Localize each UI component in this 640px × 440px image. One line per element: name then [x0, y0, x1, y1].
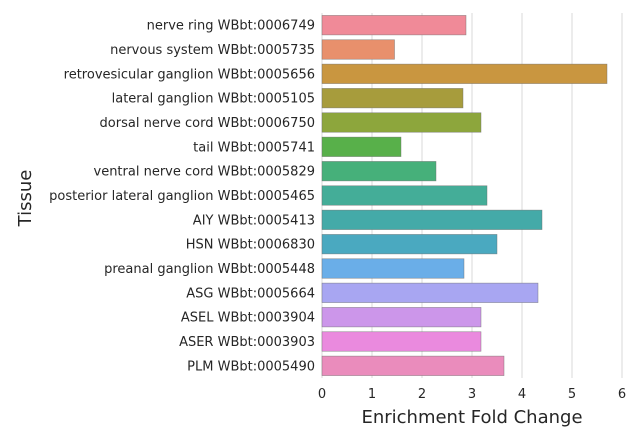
bar — [321, 185, 488, 206]
y-tick-labels: nerve ring WBbt:0006749 nervous system WB… — [49, 19, 315, 375]
x-tick-label: 0 — [318, 387, 326, 402]
y-tick-label: PLM WBbt:0005490 — [187, 359, 315, 374]
x-tick-label: 1 — [368, 387, 376, 402]
bar — [321, 39, 395, 60]
bar — [321, 88, 464, 109]
bar — [321, 282, 539, 303]
bar — [321, 112, 482, 133]
bar — [321, 234, 498, 255]
y-tick-label: tail WBbt:0005741 — [193, 140, 315, 155]
bar — [321, 258, 465, 279]
y-tick-label: lateral ganglion WBbt:0005105 — [112, 92, 315, 107]
y-tick-label: nervous system WBbt:0005735 — [110, 43, 315, 58]
y-tick-label: ASG WBbt:0005664 — [186, 286, 315, 301]
bar — [321, 161, 437, 182]
x-tick-label: 5 — [568, 387, 576, 402]
y-tick-label: dorsal nerve cord WBbt:0006750 — [100, 116, 315, 131]
y-tick-label: AIY WBbt:0005413 — [193, 213, 315, 228]
x-axis-title: Enrichment Fold Change — [361, 407, 582, 428]
y-tick-label: HSN WBbt:0006830 — [186, 238, 315, 253]
bar — [321, 331, 482, 352]
x-tick-label: 6 — [618, 387, 626, 402]
y-tick-label: nerve ring WBbt:0006749 — [147, 19, 315, 34]
y-tick-label: ventral nerve cord WBbt:0005829 — [94, 165, 316, 180]
bar — [321, 63, 608, 84]
y-tick-label: ASER WBbt:0003903 — [179, 335, 315, 350]
x-tick-label: 2 — [418, 387, 426, 402]
y-tick-label: posterior lateral ganglion WBbt:0005465 — [49, 189, 315, 204]
bar — [321, 136, 402, 157]
y-axis-title: Tissue — [15, 170, 36, 228]
x-tick-label: 4 — [518, 387, 526, 402]
x-tick-label: 3 — [468, 387, 476, 402]
bar — [321, 15, 467, 36]
bar — [321, 209, 543, 230]
y-tick-label: ASEL WBbt:0003904 — [181, 311, 315, 326]
y-tick-label: retrovesicular ganglion WBbt:0005656 — [64, 67, 315, 82]
bars-layer — [321, 15, 608, 376]
x-tick-labels: 0 1 2 3 4 5 6 — [318, 387, 626, 402]
bar — [321, 307, 482, 328]
y-tick-label: preanal ganglion WBbt:0005448 — [104, 262, 315, 277]
bar — [321, 355, 505, 376]
